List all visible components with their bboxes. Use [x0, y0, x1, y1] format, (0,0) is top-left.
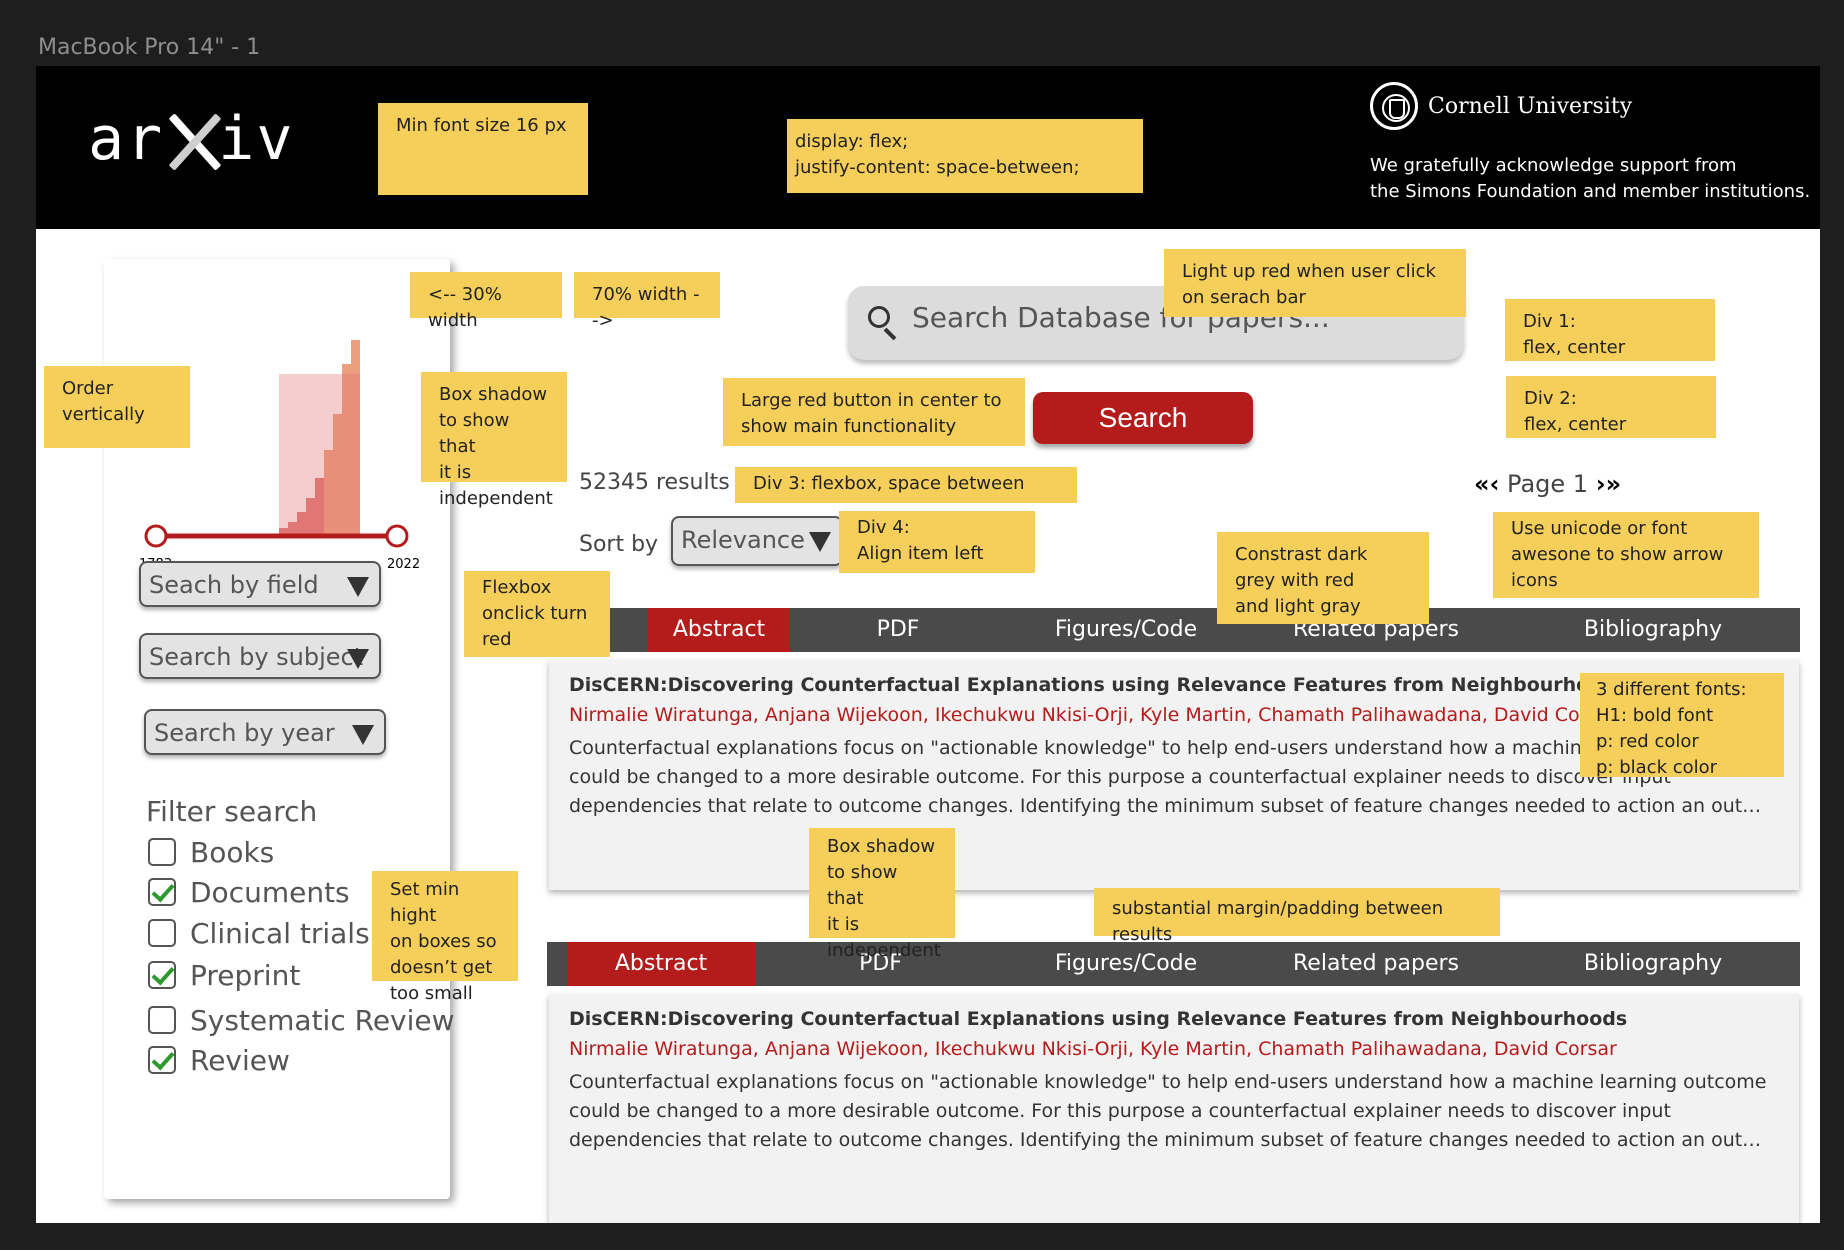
note-fonts: 3 different fonts: H1: bold font p: red …: [1580, 673, 1784, 778]
note-order: Order vertically: [44, 366, 190, 448]
acknowledgement-line-1: We gratefully acknowledge support from: [1370, 155, 1737, 176]
histogram-bar: [342, 364, 351, 534]
note-div1: Div 1: flex, center: [1505, 299, 1715, 361]
tab-figures-code[interactable]: Figures/Code: [1054, 617, 1198, 642]
search-button[interactable]: Search: [1033, 392, 1253, 444]
checkbox[interactable]: [148, 838, 176, 866]
dropdown-arrow-icon: [809, 532, 831, 552]
note-contrast: Constrast dark grey with red and light g…: [1217, 532, 1429, 624]
tab-abstract[interactable]: Abstract: [567, 942, 755, 986]
dropdown-arrow-icon: [352, 725, 374, 745]
tab-bibliography[interactable]: Bibliography: [1583, 951, 1723, 976]
histogram-bar: [306, 498, 315, 534]
tab-pdf[interactable]: PDF: [876, 617, 920, 642]
field-dropdown-label: Seach by field: [149, 571, 319, 599]
checkbox[interactable]: [148, 919, 176, 947]
checkbox-checked[interactable]: [148, 878, 176, 906]
subject-dropdown[interactable]: Search by subject: [139, 633, 381, 679]
histogram-bar: [333, 414, 342, 534]
dropdown-arrow-icon: [347, 649, 369, 669]
checkbox[interactable]: [148, 1006, 176, 1034]
acknowledgement-line-2: the Simons Foundation and member institu…: [1370, 181, 1811, 202]
cornell-name[interactable]: Cornell University: [1428, 94, 1633, 119]
double-chevron-right-icon[interactable]: »: [1605, 470, 1622, 498]
year-start-handle[interactable]: [144, 524, 168, 548]
paper-authors: Nirmalie Wiratunga, Anjana Wijekoon, Ike…: [569, 704, 1617, 726]
checkbox-checked[interactable]: [148, 1046, 176, 1074]
sort-value: Relevance: [681, 526, 805, 554]
arxiv-logo[interactable]: arxiv: [88, 104, 295, 174]
chevron-right-icon[interactable]: ›: [1595, 470, 1606, 498]
year-end-handle[interactable]: [385, 524, 409, 548]
year-end-label: 2022: [387, 557, 419, 572]
note-30-width: <-- 30% width: [410, 272, 562, 331]
arxiv-x-mark: x: [164, 104, 218, 174]
paper-title[interactable]: DisCERN:Discovering Counterfactual Expla…: [569, 674, 1628, 696]
note-font-size: Min font size 16 px: [378, 103, 588, 195]
sort-dropdown[interactable]: Relevance: [671, 516, 843, 566]
histogram-bar: [324, 450, 333, 534]
results-count: 52345 results: [579, 470, 730, 495]
field-dropdown[interactable]: Seach by field: [139, 561, 381, 607]
chevron-left-icon[interactable]: ‹: [1489, 470, 1500, 498]
note-flexbox-red: Flexbox onclick turn red: [464, 571, 610, 657]
year-histogram: 1783 2022: [139, 340, 419, 572]
cornell-seal-icon: [1370, 82, 1418, 130]
paper-abstract: Counterfactual explanations focus on "ac…: [569, 1071, 1767, 1151]
result-tabs: Abstract PDF Figures/Code Related papers…: [547, 608, 1800, 652]
paper-title[interactable]: DisCERN:Discovering Counterfactual Expla…: [569, 1008, 1628, 1030]
note-box-shadow-card: Box shadow to show that it is independen…: [809, 828, 955, 961]
year-dropdown[interactable]: Search by year: [144, 709, 386, 755]
histogram-bar: [315, 478, 324, 534]
tab-pdf[interactable]: PDF: [755, 942, 1006, 986]
note-div4: Div 4: Align item left: [839, 511, 1035, 573]
note-div3: Div 3: flexbox, space between: [735, 467, 1077, 503]
header: arxiv Cornell University We gratefully a…: [36, 66, 1820, 229]
subject-dropdown-label: Search by subject: [149, 643, 364, 671]
tab-related-papers[interactable]: Related papers: [1293, 951, 1459, 976]
result-card: DisCERN:Discovering Counterfactual Expla…: [549, 994, 1799, 1223]
histogram-shade: [279, 374, 360, 534]
histogram-bar: [279, 528, 288, 534]
note-box-shadow-sidebar: Box shadow to show that it is independen…: [421, 372, 567, 509]
tab-figures-code[interactable]: Figures/Code: [1054, 951, 1198, 976]
note-70-width: 70% width -->: [574, 272, 720, 331]
pagination: «‹ Page 1 ›»: [1474, 470, 1621, 498]
filter-title: Filter search: [146, 795, 318, 828]
note-margin: substantial margin/padding between resul…: [1094, 888, 1500, 945]
note-min-height: Set min hight on boxes so doesn’t get to…: [372, 871, 518, 1004]
artboard: arxiv Cornell University We gratefully a…: [36, 66, 1820, 1223]
page-label: Page 1: [1507, 470, 1589, 498]
histogram-bar: [297, 512, 306, 534]
tab-abstract[interactable]: Abstract: [648, 608, 790, 652]
histogram-bars: [279, 340, 360, 534]
frame-label: MacBook Pro 14" - 1: [38, 35, 261, 60]
histogram-bar: [288, 522, 297, 534]
note-red-button: Large red button in center to show main …: [723, 378, 1025, 446]
paper-abstract: Counterfactual explanations focus on "ac…: [569, 737, 1767, 817]
tab-bibliography[interactable]: Bibliography: [1583, 617, 1723, 642]
note-unicode: Use unicode or font awesone to show arro…: [1493, 512, 1759, 598]
sort-label: Sort by: [579, 532, 659, 557]
note-search-red: Light up red when user click on serach b…: [1164, 249, 1466, 317]
search-icon: [868, 306, 890, 328]
year-dropdown-label: Search by year: [154, 719, 335, 747]
dropdown-arrow-icon: [347, 577, 369, 597]
double-chevron-left-icon[interactable]: «: [1474, 470, 1490, 498]
note-div2: Div 2: flex, center: [1506, 376, 1716, 438]
histogram-bar: [351, 340, 360, 534]
result-tabs: Abstract PDF Figures/Code Related papers…: [547, 942, 1800, 986]
note-flex: display: flex; justify-content: space-be…: [787, 119, 1143, 193]
checkbox-checked[interactable]: [148, 961, 176, 989]
paper-authors: Nirmalie Wiratunga, Anjana Wijekoon, Ike…: [569, 1038, 1617, 1060]
